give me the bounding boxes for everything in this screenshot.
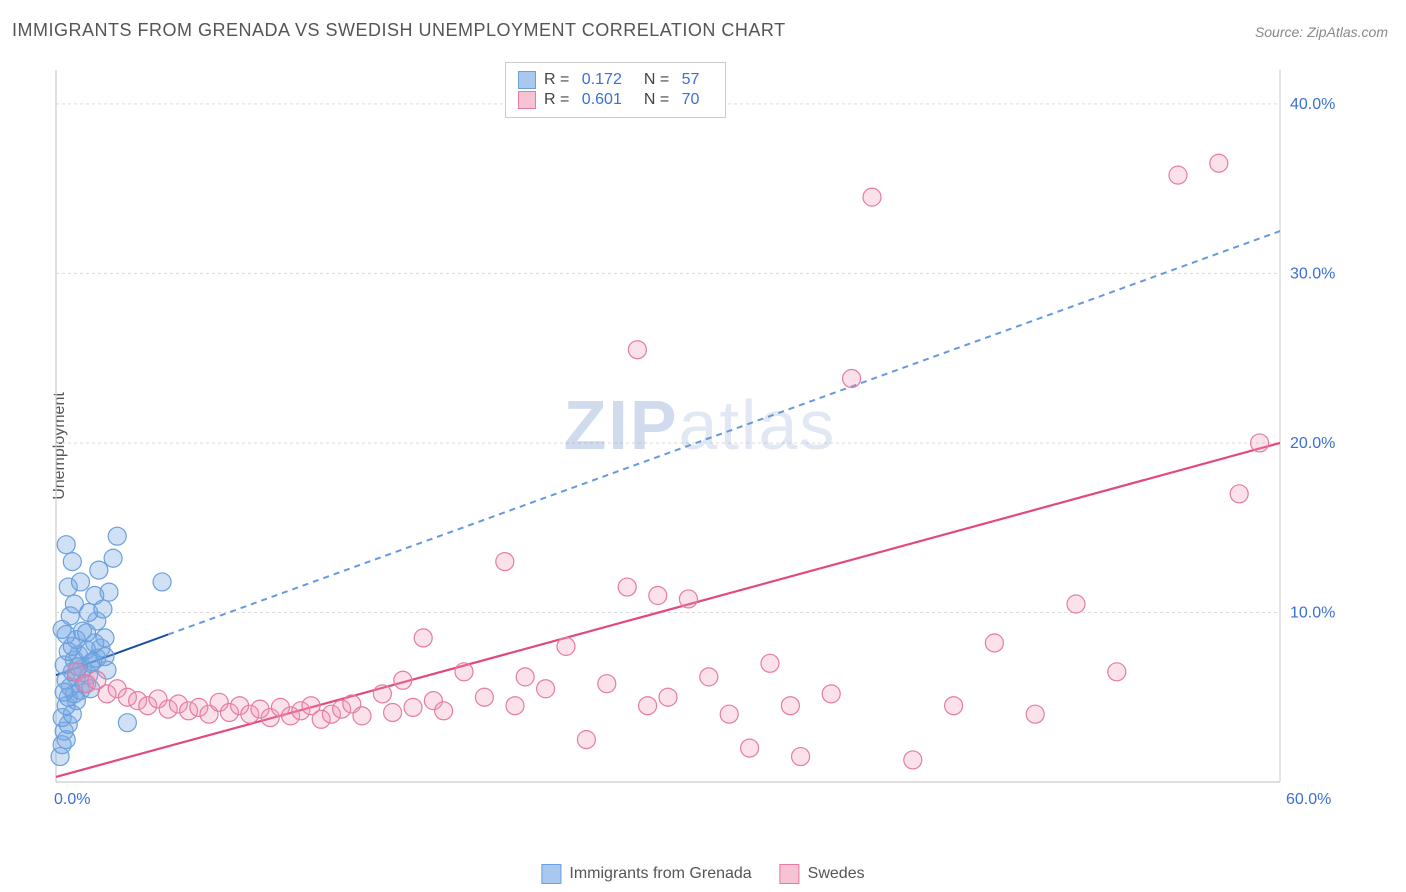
scatter-point — [904, 751, 922, 769]
scatter-point — [516, 668, 534, 686]
scatter-point — [1067, 595, 1085, 613]
source-value: ZipAtlas.com — [1307, 24, 1388, 40]
scatter-point — [598, 675, 616, 693]
y-tick-label: 30.0% — [1290, 265, 1335, 282]
x-tick-min: 0.0% — [54, 791, 90, 808]
x-tick-max: 60.0% — [1286, 791, 1331, 808]
scatter-point — [781, 697, 799, 715]
legend-label: Immigrants from Grenada — [569, 865, 751, 883]
scatter-point — [78, 624, 96, 642]
scatter-point — [628, 341, 646, 359]
scatter-point — [71, 573, 89, 591]
scatter-point — [843, 370, 861, 388]
stat-n-label: N = — [644, 91, 674, 109]
plot-area: 10.0% 20.0% 30.0% 40.0% 0.0% 60.0% R = 0.172 N… — [50, 60, 1350, 820]
scatter-point — [496, 553, 514, 571]
scatter-point — [863, 188, 881, 206]
stats-legend-box: R = 0.172 N = 57 R = 0.601 N = 70 — [505, 62, 726, 118]
source-label: Source: — [1255, 24, 1303, 40]
legend-swatch — [780, 864, 800, 884]
scatter-point — [404, 698, 422, 716]
stat-r-value: 0.601 — [582, 91, 622, 109]
scatter-point — [118, 714, 136, 732]
stat-n-value: 57 — [682, 71, 700, 89]
scatter-point — [65, 595, 83, 613]
stat-row: R = 0.172 N = 57 — [518, 71, 713, 89]
scatter-point — [108, 527, 126, 545]
scatter-point — [353, 707, 371, 725]
scatter-point — [63, 553, 81, 571]
stat-r-value: 0.172 — [582, 71, 622, 89]
scatter-point — [90, 561, 108, 579]
stat-row: R = 0.601 N = 70 — [518, 91, 713, 109]
scatter-point — [649, 587, 667, 605]
stat-r-label: R = — [544, 91, 574, 109]
scatter-point — [945, 697, 963, 715]
scatter-point — [679, 590, 697, 608]
scatter-point — [537, 680, 555, 698]
scatter-point — [577, 731, 595, 749]
scatter-point — [659, 688, 677, 706]
scatter-point — [96, 648, 114, 666]
scatter-point — [985, 634, 1003, 652]
scatter-point — [1169, 166, 1187, 184]
scatter-point — [1230, 485, 1248, 503]
scatter-point — [55, 683, 73, 701]
scatter-point — [700, 668, 718, 686]
y-tick-label: 10.0% — [1290, 604, 1335, 621]
legend-item: Swedes — [780, 864, 865, 884]
scatter-point — [414, 629, 432, 647]
legend-label: Swedes — [808, 865, 865, 883]
scatter-point — [792, 748, 810, 766]
stat-n-label: N = — [644, 71, 674, 89]
scatter-point — [384, 703, 402, 721]
scatter-point — [373, 685, 391, 703]
stat-n-value: 70 — [682, 91, 700, 109]
scatter-point — [153, 573, 171, 591]
y-tick-label: 20.0% — [1290, 435, 1335, 452]
scatter-point — [57, 536, 75, 554]
chart-title: IMMIGRANTS FROM GRENADA VS SWEDISH UNEMP… — [12, 20, 786, 41]
stat-r-label: R = — [544, 71, 574, 89]
scatter-point — [394, 671, 412, 689]
scatter-point — [761, 654, 779, 672]
bottom-legend: Immigrants from Grenada Swedes — [541, 864, 864, 884]
scatter-point — [100, 583, 118, 601]
chart-container: IMMIGRANTS FROM GRENADA VS SWEDISH UNEMP… — [0, 0, 1406, 892]
y-tick-label: 40.0% — [1290, 96, 1335, 113]
source-attribution: Source: ZipAtlas.com — [1255, 24, 1388, 40]
scatter-point — [104, 549, 122, 567]
scatter-point — [618, 578, 636, 596]
scatter-point — [96, 629, 114, 647]
scatter-point — [639, 697, 657, 715]
scatter-point — [435, 702, 453, 720]
legend-swatch — [518, 91, 536, 109]
scatter-point — [475, 688, 493, 706]
scatter-point — [720, 705, 738, 723]
chart-svg: 10.0% 20.0% 30.0% 40.0% 0.0% 60.0% — [50, 60, 1350, 820]
scatter-point — [53, 620, 71, 638]
scatter-point — [1210, 154, 1228, 172]
scatter-point — [822, 685, 840, 703]
scatter-point — [741, 739, 759, 757]
scatter-point — [1108, 663, 1126, 681]
scatter-point — [506, 697, 524, 715]
legend-swatch — [518, 71, 536, 89]
scatter-point — [1026, 705, 1044, 723]
scatter-point — [557, 637, 575, 655]
scatter-point — [455, 663, 473, 681]
legend-swatch — [541, 864, 561, 884]
scatter-point — [1251, 434, 1269, 452]
legend-item: Immigrants from Grenada — [541, 864, 751, 884]
